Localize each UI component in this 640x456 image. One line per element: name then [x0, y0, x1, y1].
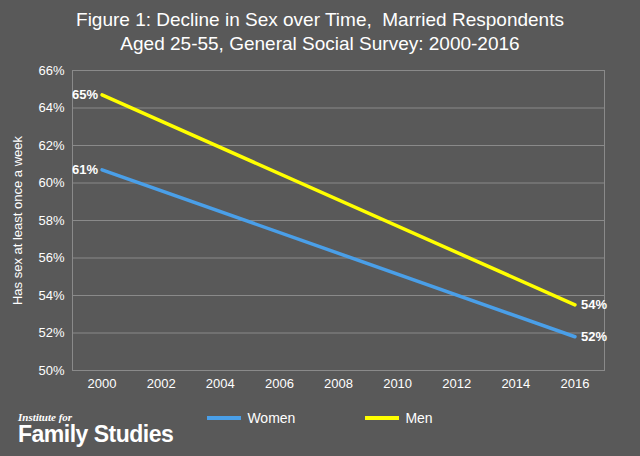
- svg-text:60%: 60%: [38, 175, 64, 190]
- svg-text:65%: 65%: [72, 87, 98, 102]
- svg-text:56%: 56%: [38, 250, 64, 265]
- svg-text:2012: 2012: [442, 376, 471, 391]
- html-text:Family Studies: Family Studies: [18, 421, 174, 447]
- svg-text:66%: 66%: [38, 63, 64, 78]
- svg-text:64%: 64%: [38, 100, 64, 115]
- svg-text:2006: 2006: [265, 376, 294, 391]
- svg-text:2004: 2004: [206, 376, 235, 391]
- svg-text:2016: 2016: [560, 376, 589, 391]
- html-text:Men: Men: [405, 410, 433, 426]
- html-text:Figure 1: Decline in Sex over: Figure 1: Decline in Sex over Time, Marr…: [76, 9, 564, 54]
- html-text:Women: Women: [247, 410, 296, 426]
- svg-text:58%: 58%: [38, 213, 64, 228]
- html-text:Institute for: Institute for: [18, 411, 73, 423]
- svg-text:54%: 54%: [38, 288, 64, 303]
- svg-text:2014: 2014: [501, 376, 530, 391]
- svg-text:52%: 52%: [581, 329, 607, 344]
- svg-text:2002: 2002: [147, 376, 176, 391]
- svg-text:2000: 2000: [88, 376, 117, 391]
- svg-text:Has sex at least once a week: Has sex at least once a week: [10, 135, 25, 305]
- svg-text:54%: 54%: [581, 297, 607, 312]
- svg-text:61%: 61%: [72, 162, 98, 177]
- svg-text:50%: 50%: [38, 363, 64, 378]
- svg-text:62%: 62%: [38, 138, 64, 153]
- svg-text:2010: 2010: [383, 376, 412, 391]
- svg-text:52%: 52%: [38, 325, 64, 340]
- svg-text:2008: 2008: [324, 376, 353, 391]
